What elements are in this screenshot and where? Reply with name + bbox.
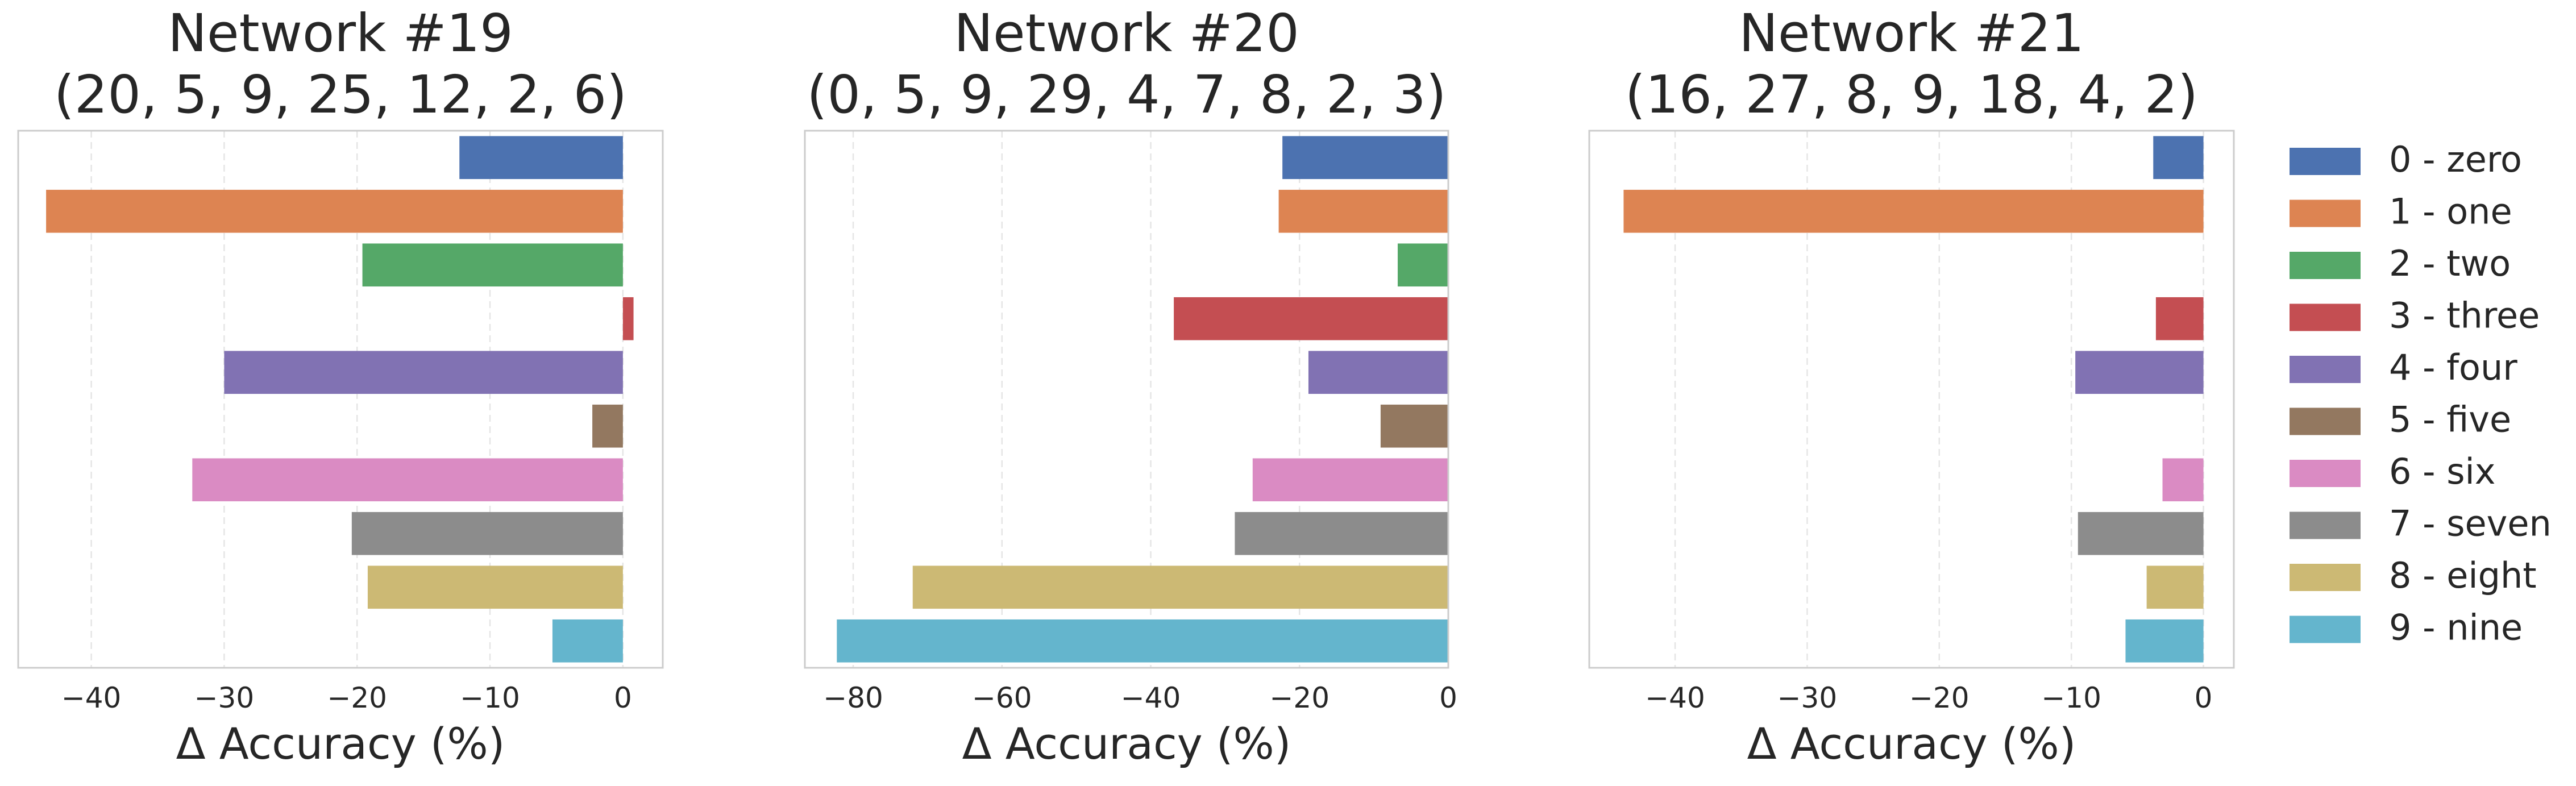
x-axis-label: Δ Accuracy (%) — [1747, 718, 2076, 769]
legend-label: 8 - eight — [2389, 555, 2537, 596]
legend-label: 6 - six — [2389, 451, 2495, 492]
bar-1-one — [1278, 189, 1448, 233]
chart-subtitle: (20, 5, 9, 25, 12, 2, 6) — [54, 64, 627, 125]
legend-swatch — [2290, 616, 2361, 643]
bar-0-zero — [2153, 136, 2204, 180]
bar-3-three — [622, 297, 634, 340]
chart-title: Network #20 — [954, 3, 1299, 64]
legend-label: 9 - nine — [2389, 607, 2523, 648]
x-tick-label: −20 — [1270, 681, 1330, 714]
bar-8-eight — [2146, 565, 2204, 609]
bar-6-six — [2162, 458, 2204, 502]
legend-label: 1 - one — [2389, 191, 2512, 232]
bar-8-eight — [912, 565, 1448, 609]
legend-swatch — [2290, 356, 2361, 383]
plot-frame — [1588, 130, 2235, 669]
chart-subtitle: (0, 5, 9, 29, 4, 7, 8, 2, 3) — [807, 64, 1446, 125]
x-tick-label: 0 — [2195, 681, 2213, 714]
chart-title: Network #19 — [168, 3, 513, 64]
legend-swatch — [2290, 199, 2361, 227]
x-tick-label: −10 — [460, 681, 520, 714]
bar-9-nine — [2125, 619, 2204, 663]
bar-0-zero — [459, 136, 623, 180]
bar-8-eight — [367, 565, 623, 609]
x-tick-label: −60 — [972, 681, 1032, 714]
bar-4-four — [224, 351, 623, 394]
bar-7-seven — [351, 511, 623, 555]
legend-label: 3 - three — [2389, 295, 2540, 336]
x-tick-label: 0 — [1439, 681, 1457, 714]
bar-7-seven — [1235, 511, 1448, 555]
x-tick-label: −40 — [61, 681, 122, 714]
x-tick-label: −30 — [1777, 681, 1838, 714]
legend-swatch — [2290, 460, 2361, 487]
bar-1-one — [1623, 189, 2204, 233]
legend-swatch — [2290, 407, 2361, 435]
bar-1-one — [46, 189, 623, 233]
bar-6-six — [192, 458, 623, 502]
chart-panel-0: −40 −30 −20 −10 0 Δ Accuracy (%) Network #19(2… — [17, 3, 664, 769]
x-tick-label: 0 — [614, 681, 632, 714]
legend-label: 0 - zero — [2389, 139, 2522, 180]
x-axis-label: Δ Accuracy (%) — [176, 718, 505, 769]
x-tick-label: −40 — [1121, 681, 1181, 714]
legend-swatch — [2290, 303, 2361, 331]
bar-5-five — [592, 404, 623, 448]
chart-subtitle: (16, 27, 8, 9, 18, 4, 2) — [1625, 64, 2198, 125]
bar-3-three — [1174, 297, 1448, 340]
bar-2-two — [362, 243, 623, 287]
x-tick-label: −80 — [823, 681, 883, 714]
legend-label: 4 - four — [2389, 347, 2517, 388]
x-tick-label: −30 — [194, 681, 255, 714]
chart-panel-2: −40 −30 −20 −10 0 Δ Accuracy (%) Network #21(1… — [1588, 3, 2235, 769]
bar-7-seven — [2078, 511, 2204, 555]
x-tick-label: −20 — [327, 681, 387, 714]
chart-title: Network #21 — [1739, 3, 2084, 64]
x-tick-label: −20 — [1909, 681, 1970, 714]
plot-frame — [17, 130, 664, 669]
chart-panel-1: −80 −60 −40 −20 0 Δ Accuracy (%) Network #20(0… — [804, 3, 1457, 769]
bar-0-zero — [1282, 136, 1448, 180]
legend: 0 - zero 1 - one 2 - two 3 - three 4 - four 5… — [2290, 139, 2552, 648]
bar-2-two — [1398, 243, 1448, 287]
bar-4-four — [1308, 351, 1448, 394]
legend-label: 7 - seven — [2389, 503, 2552, 544]
bar-3-three — [2155, 297, 2204, 340]
x-tick-label: −40 — [1645, 681, 1705, 714]
legend-label: 2 - two — [2389, 243, 2511, 284]
bar-5-five — [1380, 404, 1448, 448]
legend-swatch — [2290, 148, 2361, 175]
bar-4-four — [2075, 351, 2204, 394]
legend-swatch — [2290, 511, 2361, 539]
bar-9-nine — [837, 619, 1448, 663]
legend-label: 5 - five — [2389, 399, 2511, 440]
bar-6-six — [1252, 458, 1448, 502]
legend-swatch — [2290, 252, 2361, 279]
bar-9-nine — [552, 619, 623, 663]
x-tick-label: −10 — [2041, 681, 2101, 714]
x-axis-label: Δ Accuracy (%) — [962, 718, 1291, 769]
plot-frame — [804, 130, 1449, 669]
legend-swatch — [2290, 564, 2361, 591]
